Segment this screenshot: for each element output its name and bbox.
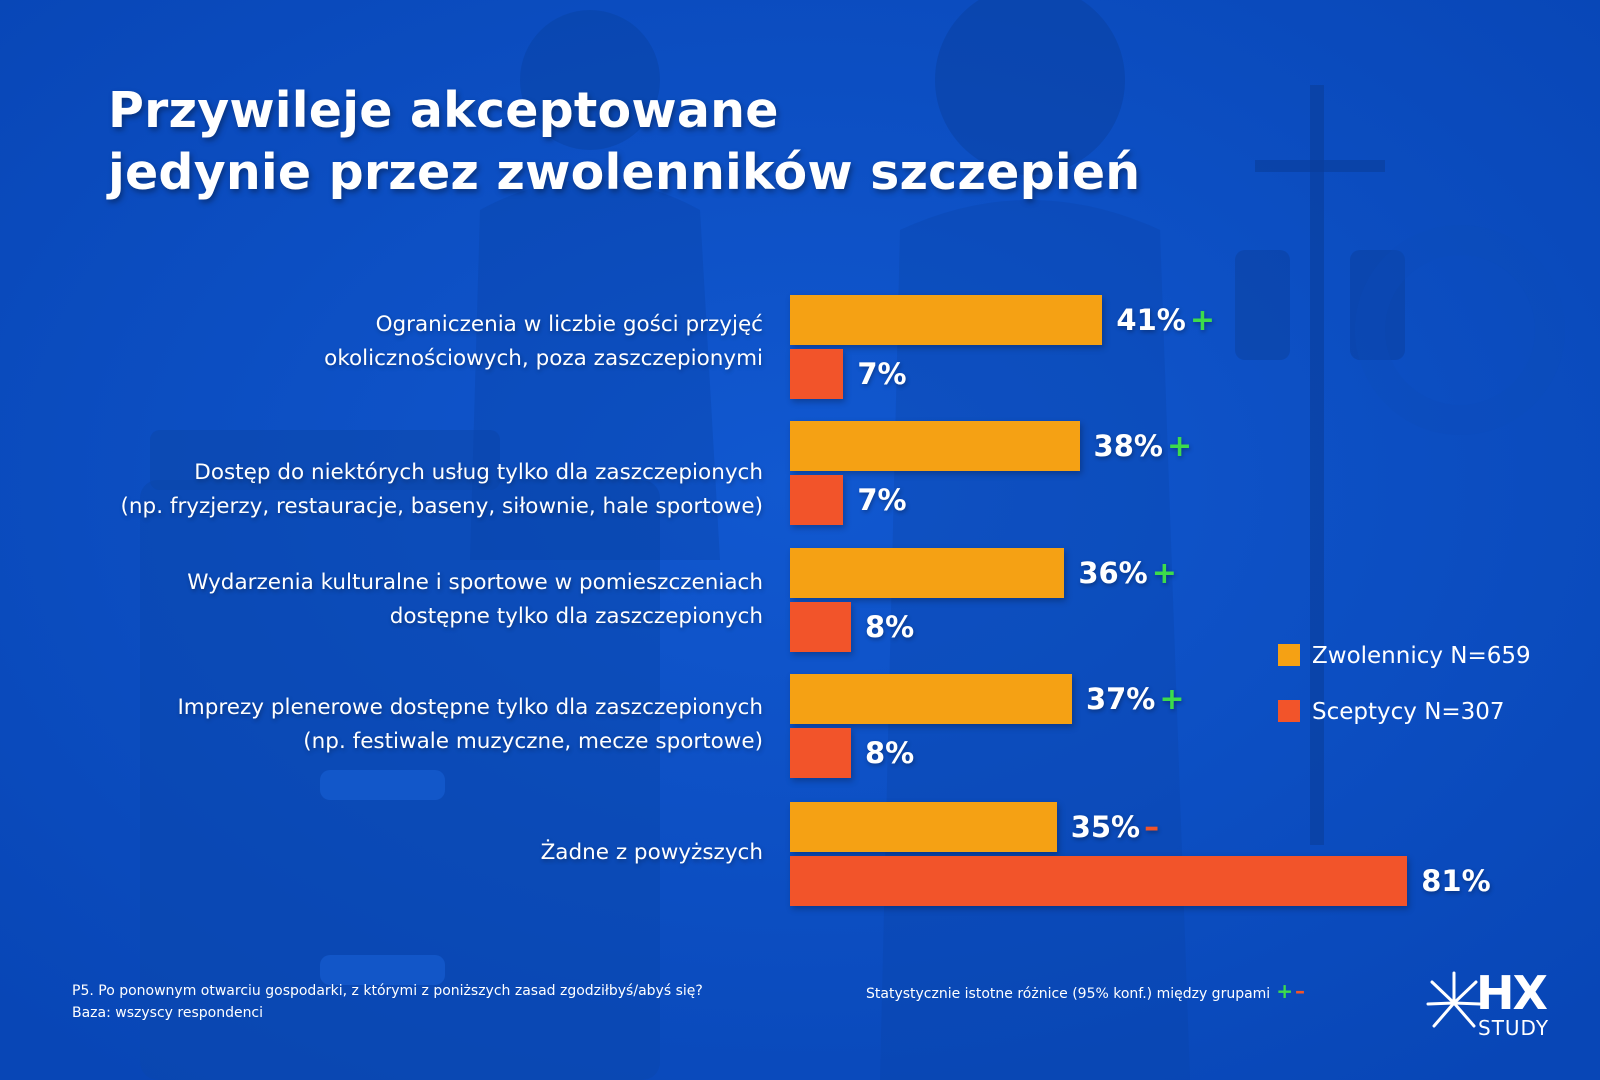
value-text: 7% [857,483,907,517]
minus-icon: – [1294,979,1305,1003]
significance-mark: – [1144,810,1160,845]
value-text: 35% [1070,810,1141,844]
value-label-zwolennicy: 36% + [1078,556,1177,591]
significance-mark: + [1151,556,1177,591]
legend-label: Zwolennicy N=659 [1312,643,1531,669]
hx-study-logo: HX STUDY [1424,966,1564,1046]
value-label-zwolennicy: 41% + [1116,303,1215,338]
value-label-sceptycy: 7% [857,483,906,517]
bar-sceptycy [790,856,1408,906]
plus-icon: + [1276,979,1293,1003]
significance-mark: + [1159,682,1185,717]
category-label-line: dostępne tylko dla zaszczepionych [389,604,763,629]
value-label-sceptycy: 8% [865,736,914,770]
chart-title: Przywileje akceptowane jedynie przez zwo… [108,80,1140,204]
significance-mark: + [1189,303,1215,338]
title-line-2: jedynie przez zwolenników szczepień [108,144,1141,201]
value-text: 37% [1085,682,1156,716]
legend-item-sceptycy: Sceptycy N=307 [1278,697,1505,727]
category-label-line: okolicznościowych, poza zaszczepionymi [324,346,763,371]
significance-note: Statystycznie istotne różnice (95% konf.… [866,980,1305,1005]
logo-study: STUDY [1478,1016,1550,1040]
category-label-line: (np. festiwale muzyczne, mecze sportowe) [303,729,763,754]
legend-item-zwolennicy: Zwolennicy N=659 [1278,641,1531,671]
legend-swatch-zwolennicy [1278,643,1300,666]
category-label-line: Imprezy plenerowe dostępne tylko dla zas… [177,695,763,720]
category-label: Imprezy plenerowe dostępne tylko dla zas… [3,691,763,759]
logo-hx: HX [1476,966,1548,1020]
value-text: 8% [864,736,915,770]
value-text: 8% [864,610,915,644]
significance-note-text: Statystycznie istotne różnice (95% konf.… [866,986,1271,1002]
value-label-zwolennicy: 38% + [1094,429,1193,464]
value-text: 81% [1421,864,1491,898]
category-label: Dostęp do niektórych usług tylko dla zas… [3,456,763,524]
value-label-sceptycy: 7% [857,357,906,391]
category-label-line: Żadne z powyższych [540,840,763,865]
footnote-base: Baza: wszyscy respondenci [72,1005,264,1021]
value-text: 7% [857,357,907,391]
category-label-line: Ograniczenia w liczbie gości przyjęć [375,312,763,337]
bar-sceptycy [790,728,851,778]
significance-mark: + [1166,429,1193,464]
value-label-zwolennicy: 37% + [1086,682,1185,717]
category-label-line: Dostęp do niektórych usług tylko dla zas… [194,460,763,485]
category-label: Wydarzenia kulturalne i sportowe w pomie… [3,566,763,634]
value-text: 36% [1078,556,1148,590]
category-label: Ograniczenia w liczbie gości przyjęć oko… [3,308,763,376]
value-label-zwolennicy: 35% – [1071,810,1159,845]
footnote-question: P5. Po ponownym otwarciu gospodarki, z k… [72,983,703,999]
value-text: 38% [1093,429,1163,463]
footnote: P5. Po ponownym otwarciu gospodarki, z k… [72,980,703,1024]
title-line-1: Przywileje akceptowane [108,82,779,139]
star-burst-icon [1426,971,1482,1028]
bar-zwolennicy [790,802,1057,852]
value-label-sceptycy: 81% [1421,864,1490,898]
bar-sceptycy [790,349,844,399]
legend-label: Sceptycy N=307 [1312,699,1505,725]
bar-zwolennicy [790,548,1065,598]
bar-zwolennicy [790,295,1103,345]
category-label: Żadne z powyższych [3,836,763,870]
bar-sceptycy [790,475,844,525]
bar-sceptycy [790,602,851,652]
value-label-sceptycy: 8% [865,610,914,644]
value-text: 41% [1116,303,1186,337]
bar-zwolennicy [790,674,1072,724]
legend-swatch-sceptycy [1278,699,1300,722]
category-label-line: Wydarzenia kulturalne i sportowe w pomie… [187,570,763,595]
bar-zwolennicy [790,421,1080,471]
category-label-line: (np. fryzjerzy, restauracje, baseny, sił… [120,494,763,519]
